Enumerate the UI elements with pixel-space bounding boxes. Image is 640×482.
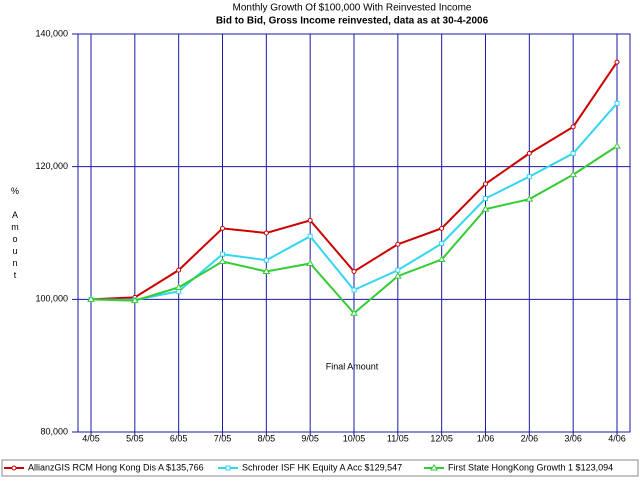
marker (350, 309, 358, 316)
x-axis-label: Final Amount (326, 361, 379, 371)
marker (613, 142, 621, 149)
x-tick-label: 6/05 (170, 433, 188, 443)
legend-box (1, 459, 639, 477)
marker (220, 251, 225, 257)
marker (220, 225, 225, 231)
x-tick-label: 5/05 (126, 433, 144, 443)
marker (263, 230, 269, 236)
x-tick-label: 4/05 (82, 433, 100, 443)
marker (87, 295, 95, 302)
marker (174, 283, 183, 290)
legend-label: First State HongKong Growth 1 $123,094 (448, 462, 613, 472)
marker (262, 267, 271, 274)
marker (395, 267, 401, 273)
marker (481, 205, 490, 212)
legend-label: AllianzGIS RCM Hong Kong Dis A $135,766 (28, 462, 204, 472)
x-tick-label: 2/06 (521, 433, 539, 443)
chart-subtitle: Bid to Bid, Gross Income reinvested, dat… (216, 16, 489, 27)
marker (395, 241, 401, 247)
y-tick-label: 140,000 (35, 28, 68, 38)
marker (307, 233, 313, 239)
marker (526, 174, 532, 180)
marker (218, 257, 227, 265)
x-tick-label: 8/05 (258, 433, 276, 443)
marker (176, 288, 182, 294)
marker (437, 255, 446, 263)
marker (351, 268, 357, 274)
x-tick-label: 11/05 (387, 433, 409, 443)
marker (570, 124, 576, 130)
marker (569, 170, 578, 178)
x-tick-label: 12/05 (430, 433, 453, 443)
marker (570, 150, 576, 156)
chart-title: Monthly Growth Of $100,000 With Reinvest… (232, 3, 471, 14)
x-tick-label: 3/06 (564, 433, 582, 443)
marker (393, 272, 402, 279)
marker (263, 257, 269, 263)
x-tick-label: 7/05 (214, 433, 232, 443)
marker (307, 217, 313, 223)
y-tick-label: 80,000 (40, 426, 68, 436)
marker (306, 259, 315, 267)
marker (439, 241, 445, 247)
marker (614, 59, 620, 65)
marker (130, 296, 139, 304)
y-tick-label: 100,000 (35, 294, 68, 304)
marker (525, 195, 534, 202)
legend-marker (11, 465, 17, 471)
marker (526, 150, 532, 156)
marker (176, 267, 182, 273)
marker (483, 196, 488, 202)
x-tick-label: 10/05 (343, 433, 366, 443)
legend-label: Schroder ISF HK Equity A Acc $129,547 (242, 462, 402, 472)
legend-marker (225, 465, 231, 471)
legend-marker (430, 464, 438, 471)
x-tick-label: 9/05 (301, 433, 319, 443)
marker (351, 287, 357, 293)
y-tick-label: 120,000 (35, 161, 68, 171)
x-tick-label: 4/06 (608, 433, 626, 443)
marker (439, 225, 445, 231)
x-tick-label: 1/06 (477, 433, 495, 443)
marker (483, 181, 488, 187)
marker (614, 100, 620, 106)
